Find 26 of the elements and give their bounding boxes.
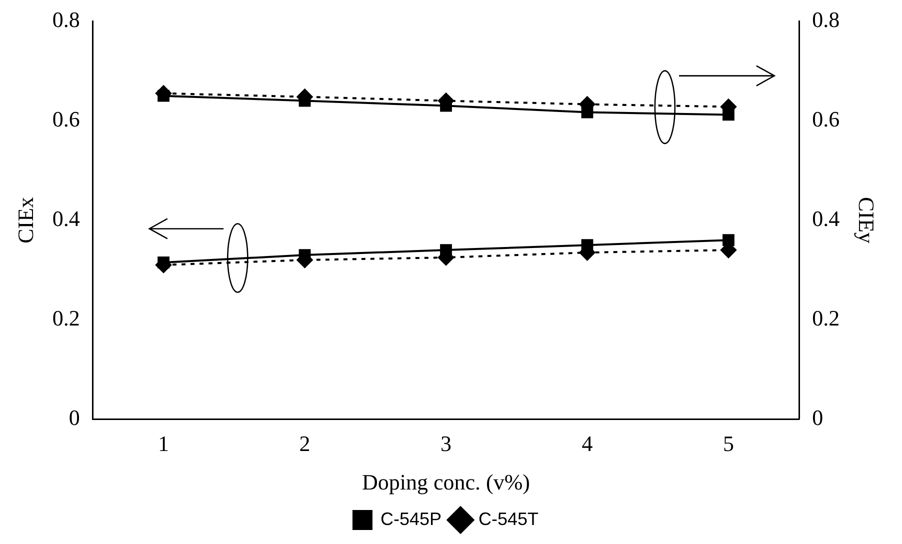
y-tick-label: 0 (68, 404, 80, 430)
y-tick-label: 0.6 (52, 106, 80, 132)
y-tick-label: 0.4 (52, 206, 80, 231)
legend-label: C-545P (380, 508, 442, 529)
x-axis-title: Doping conc. (v%) (362, 470, 530, 495)
point (581, 106, 594, 118)
point (581, 239, 594, 252)
x-tick-label: 3 (440, 431, 452, 456)
point (440, 244, 452, 256)
y2-axis-title: CIEy (854, 196, 880, 244)
y2-tick-label: 0.4 (812, 206, 840, 231)
y-tick-label: 0.2 (52, 305, 80, 330)
point (158, 256, 170, 268)
x-tick-label: 2 (299, 431, 310, 456)
y-tick-label: 0.8 (52, 6, 80, 32)
y2-tick-label: 0.2 (812, 305, 840, 330)
legend-label: C-545T (478, 508, 539, 529)
y2-tick-label: 0.8 (812, 6, 840, 32)
point (722, 108, 734, 121)
y-axis-title: CIEx (12, 196, 38, 244)
x-tick-label: 4 (582, 431, 593, 456)
x-tick-label: 1 (158, 431, 170, 456)
y2-tick-label: 0 (812, 404, 824, 430)
point (722, 234, 734, 246)
x-tick-label: 5 (722, 431, 734, 456)
y2-tick-label: 0.6 (812, 106, 840, 132)
